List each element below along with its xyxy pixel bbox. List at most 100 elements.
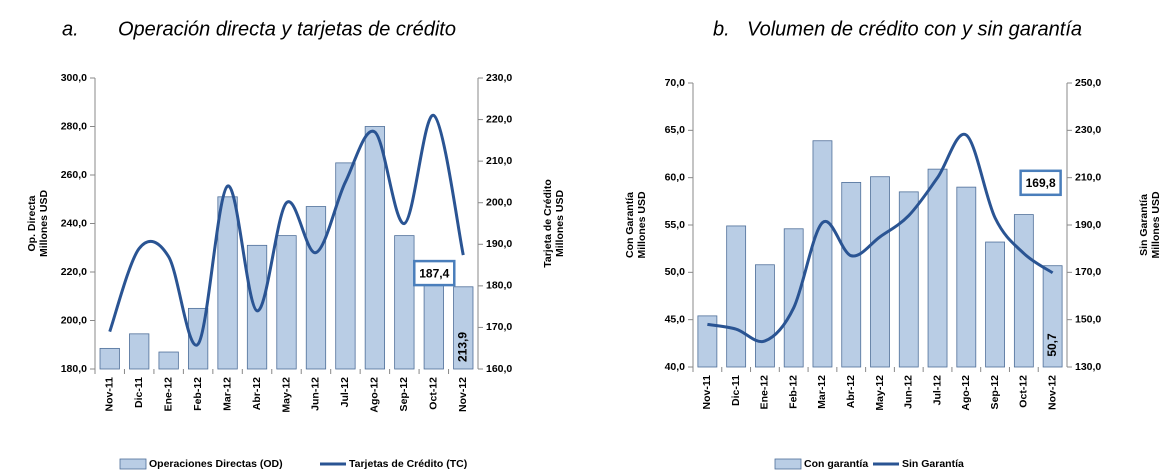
bar: [812, 140, 833, 368]
x-tick-label: Dic-11: [730, 375, 742, 406]
y-tick-label: 220,0: [61, 266, 87, 278]
y-tick-label: 55,0: [665, 219, 686, 231]
bar: [364, 126, 386, 370]
bar: [394, 235, 415, 370]
x-tick-label: Sep-12: [989, 375, 1001, 410]
bar: [870, 176, 890, 368]
x-tick-label: Oct-12: [1018, 375, 1030, 408]
legend-swatch: [119, 458, 147, 470]
bar: [276, 235, 297, 370]
legend-label: Operaciones Directas (OD): [149, 458, 283, 470]
y-tick-label: 280,0: [61, 120, 87, 132]
y2-tick-label: 130,0: [1075, 361, 1101, 373]
x-tick-label: Abr-12: [845, 375, 857, 408]
y-tick-label: 45,0: [665, 313, 686, 325]
y2-axis-title: Sin Garantía: [1138, 194, 1150, 256]
y-tick-label: 180,0: [61, 363, 87, 375]
chart-label: b.: [713, 18, 730, 40]
bar: [783, 228, 804, 368]
bar: [217, 196, 238, 370]
y-tick-label: 260,0: [61, 169, 87, 181]
legend-label: Sin Garantía: [902, 458, 964, 470]
x-tick-label: Feb-12: [192, 377, 204, 411]
value-label: 187,4: [419, 266, 449, 280]
bar: [335, 162, 356, 370]
bar: [956, 186, 977, 368]
x-tick-label: Ago-12: [369, 377, 381, 413]
y2-tick-label: 160,0: [486, 363, 512, 375]
y2-tick-label: 230,0: [486, 72, 512, 84]
y-axis-title: Millones USD: [636, 191, 648, 259]
y-tick-label: 60,0: [665, 171, 686, 183]
y-tick-label: 65,0: [665, 124, 686, 136]
bar: [305, 206, 327, 370]
bar: [129, 333, 150, 370]
bar: [1013, 214, 1034, 368]
x-tick-label: Dic-11: [133, 377, 145, 408]
x-tick-label: Nov-12: [1046, 375, 1058, 410]
x-tick-label: May-12: [874, 375, 886, 411]
line: [108, 113, 465, 347]
value-label-box: [413, 259, 456, 287]
chart-label: a.: [62, 18, 79, 40]
x-tick-label: Sep-12: [398, 377, 410, 412]
value-label: 213,9: [455, 332, 469, 362]
x-tick-label: Jul-12: [339, 377, 351, 408]
y-tick-label: 70,0: [665, 77, 686, 89]
y-tick-label: 50,0: [665, 266, 686, 278]
x-tick-label: Nov-12: [457, 377, 469, 412]
x-tick-label: Ene-12: [162, 377, 174, 412]
bar: [898, 191, 919, 368]
y2-tick-label: 230,0: [1075, 124, 1101, 136]
bar: [697, 315, 718, 368]
legend-label: Con garantía: [804, 458, 868, 470]
bar: [755, 264, 775, 368]
bar: [841, 181, 862, 368]
x-tick-label: Jul-12: [931, 375, 943, 406]
chart-title: Operación directa y tarjetas de crédito: [118, 18, 456, 40]
y-tick-label: 240,0: [61, 217, 87, 229]
y2-tick-label: 210,0: [486, 155, 512, 167]
bar: [726, 225, 747, 368]
bar: [927, 168, 948, 368]
y2-tick-label: 220,0: [486, 113, 512, 125]
x-tick-label: Jun-12: [310, 377, 322, 411]
value-label: 169,8: [1026, 176, 1056, 190]
line: [707, 132, 1054, 344]
x-tick-label: Mar-12: [221, 377, 233, 411]
legend-swatch: [774, 458, 802, 470]
y2-axis-title: Tarjeta de Crédito: [542, 179, 554, 268]
x-tick-label: Jun-12: [903, 375, 915, 409]
bar: [1042, 265, 1063, 368]
bar: [246, 244, 268, 370]
y2-tick-label: 200,0: [486, 196, 512, 208]
legend-label: Tarjetas de Crédito (TC): [349, 458, 467, 470]
x-tick-label: Oct-12: [428, 377, 440, 410]
y2-axis-title: Millones USD: [1150, 191, 1160, 259]
x-tick-label: May-12: [280, 377, 292, 413]
chart-title: Volumen de crédito con y sin garantía: [747, 18, 1082, 40]
bar: [99, 347, 120, 370]
x-tick-label: Mar-12: [816, 375, 828, 409]
y2-tick-label: 210,0: [1075, 171, 1101, 183]
y2-axis-title: Millones USD: [554, 190, 566, 258]
bar: [453, 286, 474, 370]
x-tick-label: Abr-12: [251, 377, 263, 410]
y-axis-title: Con Garantía: [624, 192, 636, 258]
y-tick-label: 40,0: [665, 361, 686, 373]
y2-tick-label: 190,0: [1075, 219, 1101, 231]
y2-tick-label: 250,0: [1075, 77, 1101, 89]
x-tick-label: Ago-12: [960, 375, 972, 411]
y2-tick-label: 170,0: [1075, 266, 1101, 278]
x-tick-label: Nov-11: [701, 375, 713, 410]
x-tick-label: Nov-11: [104, 377, 116, 412]
y-tick-label: 200,0: [61, 314, 87, 326]
x-tick-label: Feb-12: [787, 375, 799, 409]
value-label: 50,7: [1045, 333, 1059, 357]
y2-tick-label: 170,0: [486, 321, 512, 333]
y-axis-title: Millones USD: [38, 190, 50, 258]
bar: [158, 351, 179, 370]
y-axis-title: Op. Directa: [26, 195, 38, 251]
y2-tick-label: 150,0: [1075, 313, 1101, 325]
